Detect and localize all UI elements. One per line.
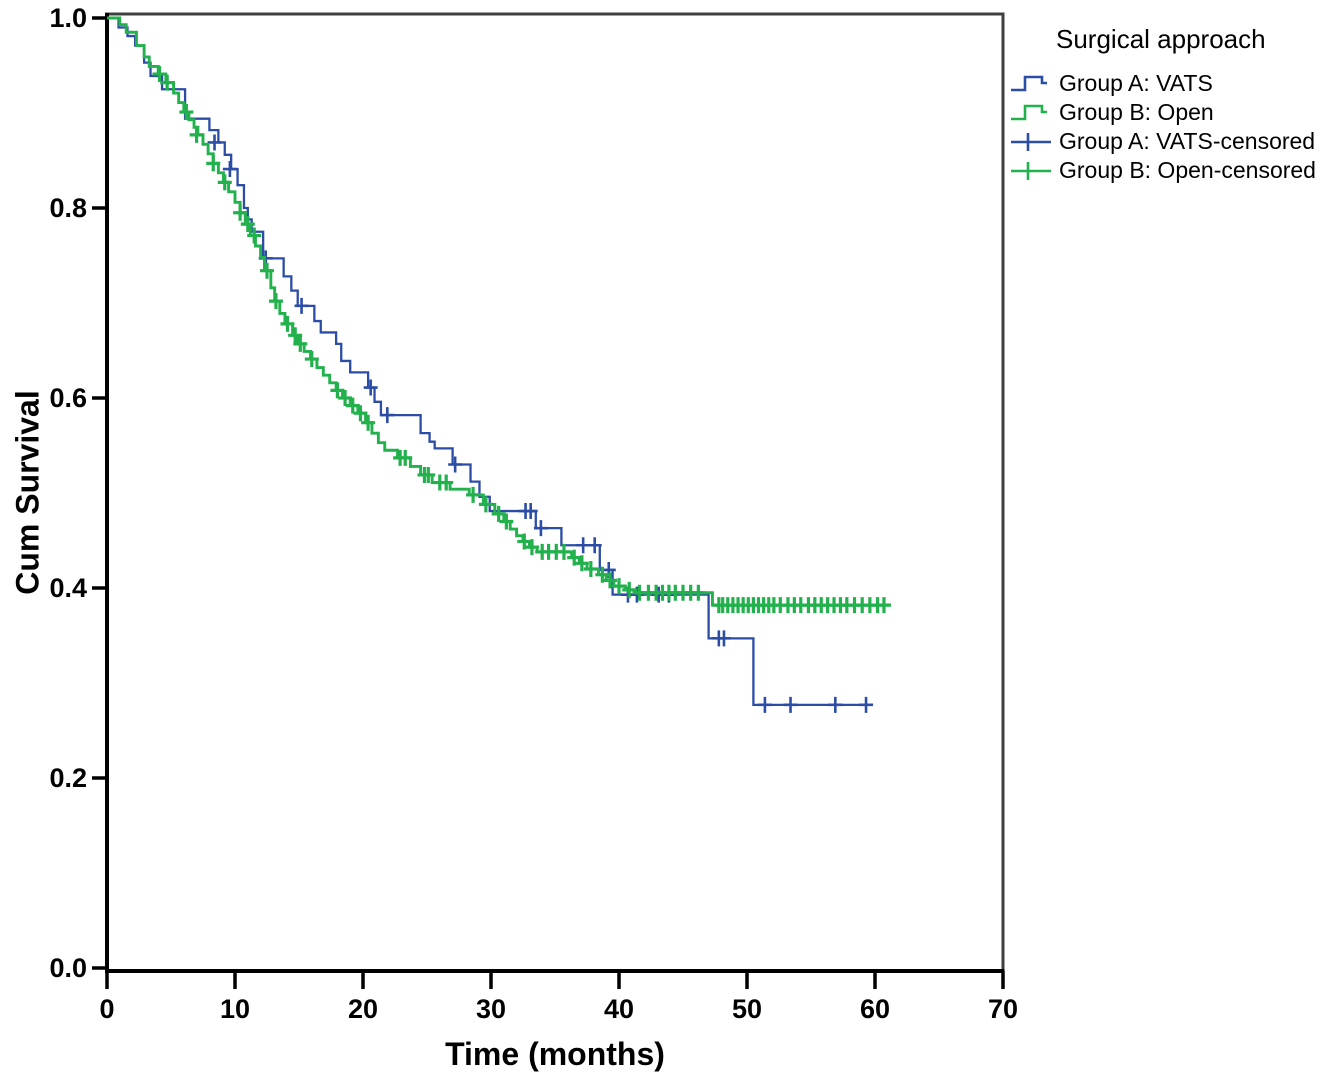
open-censor-mark	[622, 581, 637, 598]
vats-line-glyph	[1011, 75, 1047, 91]
x-tick-label: 20	[348, 994, 378, 1024]
open-censor-mark	[268, 293, 283, 310]
legend-entry-label: Group B: Open-censored	[1059, 157, 1316, 183]
open-censor-mark	[691, 584, 706, 601]
legend-glyph-shape	[1011, 132, 1051, 151]
x-tick-label: 70	[988, 994, 1018, 1024]
legend-entry-open: Group B: Open	[1010, 98, 1341, 127]
legend-entry-label: Group A: VATS-censored	[1059, 128, 1316, 154]
open-censor-mark	[217, 174, 232, 191]
vats-censor-mark	[207, 134, 222, 151]
open-censor-mark	[353, 405, 368, 422]
open-censor-mark	[240, 216, 255, 233]
open-censor-mark	[524, 539, 539, 556]
vats-censor-mark	[533, 520, 548, 537]
vats-censor-mark	[448, 456, 463, 473]
open-censor-mark	[421, 466, 436, 483]
open-censor-mark	[247, 227, 262, 244]
open-censor-mark	[499, 513, 514, 530]
open-censor-mark	[338, 390, 353, 406]
vats-censor-mark	[294, 297, 309, 314]
y-tick-label: 1.0	[49, 3, 87, 33]
legend: Surgical approach Group A: VATS Group B:…	[1010, 24, 1341, 185]
vats-censor-mark	[523, 503, 538, 520]
x-tick-label: 30	[476, 994, 506, 1024]
open-censor-mark	[583, 561, 598, 577]
y-tick-label: 0.6	[49, 383, 87, 413]
vats-censor-mark	[757, 696, 772, 713]
open-censor-mark	[398, 449, 413, 466]
legend-entry-vats: Group A: VATS	[1010, 69, 1341, 98]
open-censor-mark	[876, 597, 891, 614]
legend-title: Surgical approach	[1056, 24, 1266, 54]
y-tick-label: 0.8	[49, 193, 87, 223]
vats-censor-mark	[783, 696, 798, 713]
open-censor-mark	[345, 397, 360, 414]
x-tick-label: 60	[860, 994, 890, 1024]
open-line-glyph	[1011, 104, 1047, 120]
legend-glyph-shape	[1011, 161, 1051, 180]
y-tick-label: 0.0	[49, 953, 87, 983]
open-censor-mark	[439, 474, 454, 491]
open-censor-mark	[612, 578, 626, 595]
vats-censored-glyph	[1011, 132, 1051, 151]
open-censor-mark	[361, 414, 376, 431]
open-censor-mark	[304, 351, 319, 368]
open-censor-mark	[189, 126, 204, 143]
open-censor-mark	[595, 566, 610, 583]
x-tick-label: 40	[604, 994, 634, 1024]
legend-entry-vats-censored: Group A: VATS-censored	[1010, 127, 1341, 156]
vats-censor-mark	[363, 379, 378, 396]
open-censor-mark	[206, 155, 221, 172]
legend-entry-open-censored: Group B: Open-censored	[1010, 156, 1341, 185]
open-censor-mark	[466, 486, 481, 503]
vats-censor-mark	[222, 161, 237, 178]
vats-censor-mark	[716, 630, 731, 647]
open-censor-mark	[517, 533, 532, 550]
legend-glyph-shape	[1011, 104, 1047, 120]
open-censor-mark	[491, 505, 506, 522]
y-tick-label: 0.2	[49, 763, 87, 793]
x-tick-label: 0	[99, 994, 114, 1024]
open-censor-mark	[260, 262, 274, 279]
legend-entry-label: Group B: Open	[1059, 99, 1214, 125]
open-censor-mark	[478, 496, 493, 513]
vats-censor-mark	[380, 407, 395, 424]
open-censor-mark	[567, 549, 582, 566]
vats-censor-mark	[587, 537, 602, 554]
open-censor-mark	[330, 382, 345, 399]
open-censor-mark	[293, 335, 308, 352]
vats-censor-mark	[859, 696, 874, 713]
open-censor-mark	[160, 74, 175, 91]
open-censor-mark	[233, 204, 248, 221]
open-censored-glyph	[1011, 161, 1051, 180]
open-censor-mark	[280, 315, 295, 332]
open-censor-mark	[152, 66, 167, 83]
legend-entry-label: Group A: VATS	[1059, 70, 1213, 96]
y-tick-label: 0.4	[49, 573, 87, 603]
y-axis-title: Cum Survival	[9, 390, 46, 595]
open-censor-mark	[556, 543, 571, 560]
open-censor-mark	[574, 555, 589, 572]
legend-glyph-shape	[1011, 75, 1047, 91]
vats-censor-mark	[828, 696, 843, 713]
x-tick-label: 50	[732, 994, 762, 1024]
open-censor-mark	[288, 327, 303, 344]
x-axis-title: Time (months)	[445, 1036, 665, 1072]
open-censor-mark	[603, 572, 618, 589]
x-tick-label: 10	[220, 994, 250, 1024]
open-censor-mark	[179, 104, 194, 121]
